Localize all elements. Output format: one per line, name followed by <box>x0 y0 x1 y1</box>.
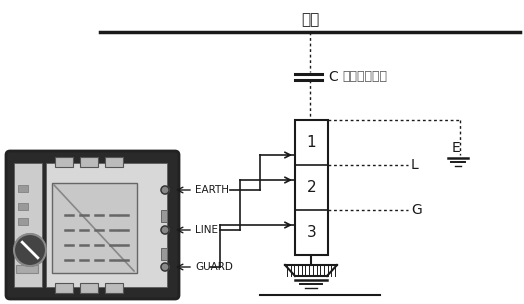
Text: L: L <box>411 158 419 172</box>
Text: E: E <box>452 141 461 155</box>
Text: 1: 1 <box>307 135 316 150</box>
Text: GUARD: GUARD <box>195 262 233 272</box>
Bar <box>14 163 42 287</box>
FancyBboxPatch shape <box>6 151 179 299</box>
Circle shape <box>161 263 169 271</box>
Text: 3: 3 <box>307 225 316 240</box>
Bar <box>18 203 28 210</box>
Bar <box>18 218 28 225</box>
Bar <box>80 283 98 293</box>
Text: 空间分布电容: 空间分布电容 <box>342 71 387 84</box>
Bar <box>161 210 167 222</box>
Bar <box>46 163 167 287</box>
Circle shape <box>161 226 169 234</box>
Bar <box>295 120 328 255</box>
Text: EARTH: EARTH <box>195 185 229 195</box>
Bar <box>161 248 167 260</box>
Text: G: G <box>411 203 422 217</box>
Bar <box>16 265 38 273</box>
Text: 线路: 线路 <box>301 12 319 27</box>
Bar <box>105 283 123 293</box>
Text: LINE: LINE <box>195 225 218 235</box>
Bar <box>55 283 73 293</box>
Bar <box>105 157 123 167</box>
Bar <box>18 185 28 192</box>
Bar <box>80 157 98 167</box>
Bar <box>52 183 137 273</box>
Circle shape <box>161 186 169 194</box>
Bar <box>55 157 73 167</box>
Text: 2: 2 <box>307 180 316 195</box>
Text: C: C <box>328 70 338 84</box>
Circle shape <box>14 234 46 266</box>
